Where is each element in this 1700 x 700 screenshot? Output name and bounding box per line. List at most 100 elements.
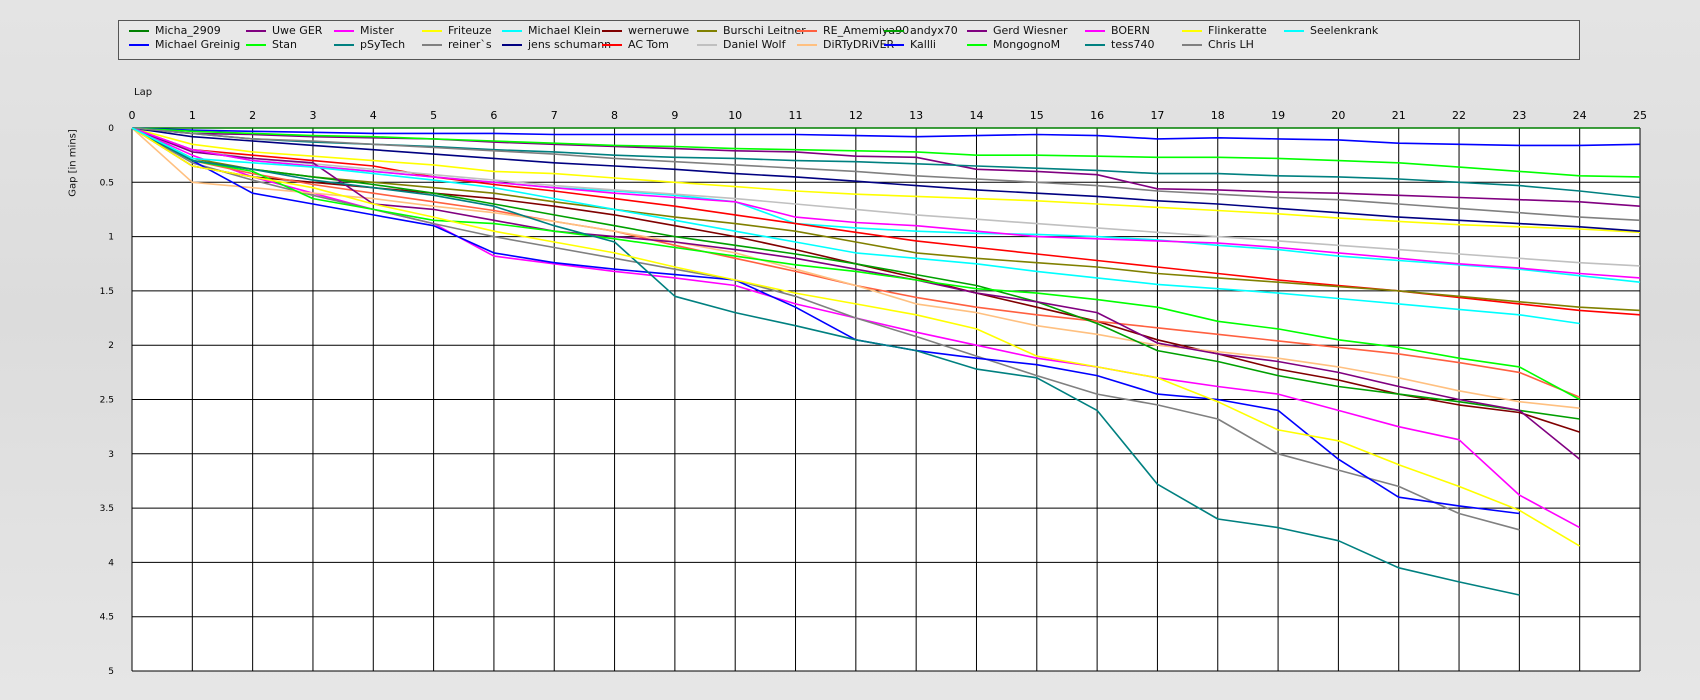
legend-swatch (334, 44, 354, 46)
series-line-uwe-ger (131, 127, 1641, 207)
legend-label: Michael Klein (528, 24, 601, 37)
legend-swatch (697, 30, 717, 32)
legend: Micha_2909 Michael Greinig Uwe GER Stan Mist… (118, 20, 1580, 60)
legend-swatch (1284, 30, 1304, 32)
legend-label: RE_Amemiya90 (823, 24, 910, 37)
legend-label: Micha_2909 (155, 24, 221, 37)
legend-swatch (967, 30, 987, 32)
tick-labels: 0 1 2 3 4 5 6 7 8 9 10 11 12 13 14 15 16 17 18 19 20 21 22 23 24… (100, 109, 1647, 677)
legend-swatch (797, 30, 817, 32)
legend-swatch (246, 44, 266, 46)
legend-label: Daniel Wolf (723, 38, 786, 51)
series-line-seelenkrank (131, 127, 1580, 325)
legend-label: Mister (360, 24, 394, 37)
legend-swatch (422, 44, 442, 46)
legend-label: Stan (272, 38, 298, 51)
series-line-dirtydriver (131, 127, 1580, 409)
series-line-stan (131, 127, 1641, 178)
legend-swatch (502, 44, 522, 46)
x-tick-label: 22 (1452, 109, 1466, 122)
x-tick-label: 1 (189, 109, 196, 122)
x-tick-label: 10 (728, 109, 742, 122)
legend-label: Uwe GER (272, 24, 323, 37)
y-tick-label: 4.5 (100, 613, 114, 623)
y-tick-label: 0 (108, 124, 114, 134)
x-tick-label: 23 (1512, 109, 1526, 122)
y-axis-label: Gap [in mins] (67, 129, 79, 197)
legend-label: AC Tom (628, 38, 669, 51)
series-line-tess740 (131, 127, 1520, 596)
series-line-andyx70 (131, 127, 1580, 420)
x-tick-label: 5 (430, 109, 437, 122)
x-tick-label: 4 (370, 109, 377, 122)
legend-swatch (334, 30, 354, 32)
legend-swatch (1085, 30, 1105, 32)
legend-label: werneruwe (628, 24, 690, 37)
legend-label: Gerd Wiesner (993, 24, 1068, 37)
y-tick-label: 5 (108, 667, 114, 677)
y-tick-label: 1.5 (100, 287, 114, 297)
x-tick-label: 11 (789, 109, 803, 122)
legend-label: BOERN (1111, 24, 1150, 37)
x-tick-label: 19 (1271, 109, 1285, 122)
y-tick-label: 4 (108, 558, 114, 568)
legend-swatch (129, 30, 149, 32)
legend-label: jens schumann (528, 38, 612, 51)
legend-label: Burschi Leitner (723, 24, 806, 37)
x-tick-label: 24 (1573, 109, 1587, 122)
x-tick-label: 7 (551, 109, 558, 122)
series-line-michael-greinig (131, 127, 1641, 147)
legend-swatch (1182, 44, 1202, 46)
legend-label: Flinkeratte (1208, 24, 1267, 37)
series-line-jens-schumann (131, 127, 1641, 232)
legend-label: reiner`s (448, 38, 492, 51)
x-tick-label: 12 (849, 109, 863, 122)
series-line-chris-lh (131, 127, 1641, 222)
x-tick-label: 3 (309, 109, 316, 122)
x-tick-label: 14 (969, 109, 983, 122)
x-axis-label: Lap (134, 87, 153, 98)
x-tick-label: 25 (1633, 109, 1647, 122)
x-tick-label: 17 (1150, 109, 1164, 122)
legend-label: Seelenkrank (1310, 24, 1379, 37)
series-line-boern (131, 127, 1641, 279)
legend-swatch (502, 30, 522, 32)
x-tick-label: 9 (671, 109, 678, 122)
x-tick-label: 21 (1392, 109, 1406, 122)
x-tick-label: 20 (1331, 109, 1345, 122)
legend-swatch (129, 44, 149, 46)
x-tick-label: 6 (490, 109, 497, 122)
legend-label: DiRTyDRiVER (823, 38, 895, 51)
grid-lines (131, 127, 1641, 672)
series-lines (131, 127, 1641, 596)
series-line-friteuze (131, 127, 1641, 234)
legend-label: andyx70 (910, 24, 958, 37)
series-line-mongognom (131, 127, 1581, 401)
y-tick-label: 0.5 (100, 178, 114, 188)
legend-label: Michael Greinig (155, 38, 241, 51)
legend-swatch (697, 44, 717, 46)
legend-label: Chris LH (1208, 38, 1254, 51)
legend-swatch (1085, 44, 1105, 46)
x-tick-label: 8 (611, 109, 618, 122)
y-tick-label: 1 (108, 233, 114, 243)
x-tick-label: 13 (909, 109, 923, 122)
legend-swatch (602, 44, 622, 46)
series-line-burschi-leitner (131, 127, 1641, 312)
x-tick-label: 2 (249, 109, 256, 122)
legend-swatch (246, 30, 266, 32)
legend-label: pSyTech (360, 38, 406, 51)
y-tick-label: 3.5 (100, 504, 114, 514)
legend-swatch (797, 44, 817, 46)
legend-label: MongognoM (993, 38, 1061, 51)
y-tick-label: 2 (108, 341, 114, 351)
x-tick-label: 16 (1090, 109, 1104, 122)
legend-swatch (422, 30, 442, 32)
x-tick-label: 15 (1030, 109, 1044, 122)
legend-swatch (967, 44, 987, 46)
x-tick-label: 0 (129, 109, 136, 122)
y-tick-label: 2.5 (100, 396, 114, 406)
series-line-flinkeratte (131, 127, 1581, 547)
